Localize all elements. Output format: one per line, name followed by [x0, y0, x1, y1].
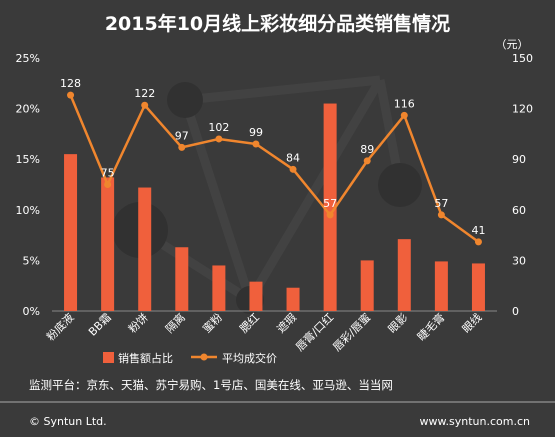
left-tick-label: 10% — [16, 204, 40, 217]
data-label: 41 — [471, 224, 485, 237]
copyright: © Syntun Ltd. — [29, 415, 107, 428]
data-label: 89 — [360, 143, 374, 156]
bar — [360, 260, 374, 311]
right-tick-label: 30 — [512, 254, 526, 267]
right-tick-label: 0 — [512, 305, 519, 318]
bar — [101, 177, 115, 311]
category-label: 粉底液 — [43, 310, 76, 343]
bar — [175, 247, 189, 311]
category-label: 眼线 — [459, 310, 484, 335]
line-point — [363, 157, 371, 165]
data-label: 99 — [249, 126, 263, 139]
right-tick-label: 90 — [512, 153, 526, 166]
category-label: 唇彩/唇蜜 — [330, 310, 374, 354]
legend-swatch-marker — [200, 353, 208, 361]
legend-label-bar: 销售额占比 — [118, 351, 173, 365]
line-point — [67, 91, 75, 99]
chart-title: 2015年10月线上彩妆细分品类销售情况 — [105, 12, 450, 35]
sources-note: 监测平台：京东、天猫、苏宁易购、1号店、国美在线、亚马逊、当当网 — [29, 378, 393, 392]
data-label: 122 — [134, 87, 155, 100]
left-tick-label: 20% — [16, 103, 40, 116]
right-axis-unit: （元） — [496, 38, 529, 51]
line-series: 128 75 122 97 102 99 84 57 89 116 57 41 — [60, 77, 485, 246]
category-label: 唇膏/口红 — [293, 310, 337, 354]
line-point — [474, 238, 482, 246]
right-tick-label: 150 — [512, 52, 533, 65]
left-tick-label: 25% — [16, 52, 40, 65]
data-label: 102 — [208, 121, 229, 134]
category-label: 睫毛膏 — [414, 310, 447, 343]
left-tick-label: 0% — [23, 305, 40, 318]
bar — [434, 261, 448, 311]
series-line — [69, 94, 480, 243]
left-axis-ticks: 0% 5% 10% 15% 20% 25% — [16, 52, 40, 318]
bar — [249, 281, 263, 311]
category-label: 隔离 — [162, 310, 187, 335]
data-label: 97 — [175, 129, 189, 142]
bar — [397, 239, 411, 311]
data-label: 84 — [286, 151, 300, 164]
data-label: 75 — [101, 167, 115, 180]
bar — [471, 263, 485, 311]
data-label: 57 — [434, 197, 448, 210]
category-label: 粉饼 — [125, 310, 150, 335]
right-axis-ticks: 0 30 60 90 120 150 — [512, 52, 533, 318]
category-label: 蜜粉 — [200, 310, 225, 335]
data-label: 128 — [60, 77, 81, 90]
right-tick-label: 120 — [512, 103, 533, 116]
legend-swatch-bar — [103, 352, 114, 363]
line-point — [289, 165, 297, 173]
line-point — [326, 211, 334, 219]
legend-label-line: 平均成交价 — [222, 351, 277, 365]
line-point — [178, 143, 186, 151]
line-point — [141, 101, 149, 109]
line-point — [400, 111, 408, 119]
bar — [64, 154, 78, 311]
right-tick-label: 60 — [512, 204, 526, 217]
category-label: BB霜 — [86, 311, 114, 339]
line-point — [104, 181, 112, 188]
watermark-graphic — [112, 75, 422, 314]
category-label: 遮瑕 — [274, 310, 299, 335]
line-point — [252, 140, 260, 148]
bar — [286, 287, 300, 311]
category-label: 腮红 — [237, 311, 262, 336]
bar — [138, 187, 152, 311]
data-label: 116 — [394, 97, 415, 110]
line-point — [437, 211, 445, 219]
left-tick-label: 15% — [16, 153, 40, 166]
bar — [212, 265, 226, 311]
website: www.syntun.com.cn — [420, 415, 530, 428]
left-tick-label: 5% — [23, 254, 40, 267]
category-label: 眼影 — [386, 311, 411, 336]
legend: 销售额占比 平均成交价 — [103, 351, 277, 365]
line-point — [215, 135, 223, 143]
data-label: 57 — [323, 197, 337, 210]
bar-series — [64, 103, 485, 311]
bar — [323, 103, 337, 311]
